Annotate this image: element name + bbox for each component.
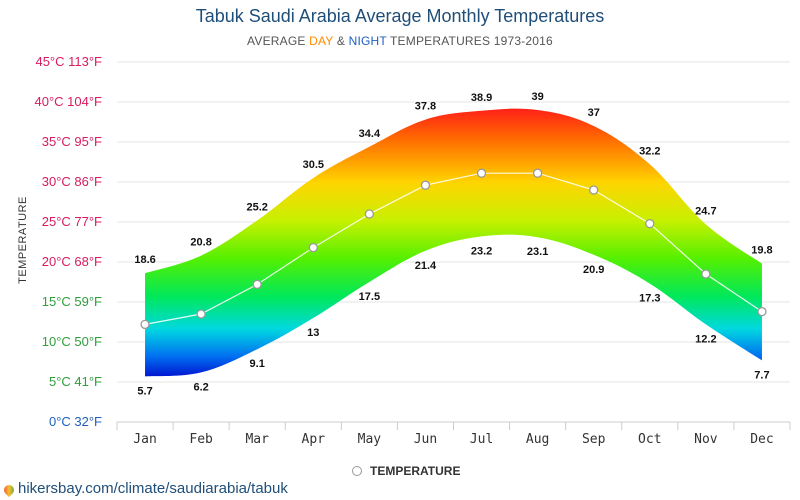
y-axis: 0°C 32°F 5°C 41°F 10°C 50°F 15°C 59°F 20°C 6… [35, 54, 103, 429]
source-link[interactable]: hikersbay.com/climate/saudiarabia/tabuk [1, 480, 288, 497]
chart-title: Tabuk Saudi Arabia Average Monthly Tempe… [195, 6, 605, 26]
day-value-label: 20.8 [190, 237, 211, 249]
day-value-label: 37.8 [415, 101, 436, 113]
x-tick-label: May [358, 432, 382, 447]
y-tick-label: 20°C 68°F [42, 254, 102, 269]
night-value-label: 23.1 [527, 246, 548, 258]
average-point[interactable] [476, 168, 487, 178]
legend-label: TEMPERATURE [370, 464, 461, 478]
x-tick-label: Mar [245, 432, 269, 447]
y-tick-label: 35°C 95°F [42, 134, 102, 149]
y-tick-label: 30°C 86°F [42, 174, 102, 189]
x-tick-label: Oct [638, 432, 661, 447]
chart-subtitle: AVERAGE DAY & NIGHT TEMPERATURES 1973-20… [0, 34, 800, 48]
night-value-label: 20.9 [583, 264, 604, 276]
night-value-label: 6.2 [193, 381, 208, 393]
day-value-label: 18.6 [134, 254, 155, 266]
night-value-label: 17.5 [359, 291, 380, 303]
day-value-label: 32.2 [639, 145, 660, 157]
x-axis: Jan Feb Mar Apr May Jun Jul Aug Sep Oct Nov Dec [116, 421, 791, 447]
x-tick-label: Jun [414, 432, 437, 447]
average-point[interactable] [701, 269, 711, 279]
subtitle-suffix: TEMPERATURES 1973-2016 [386, 34, 553, 48]
day-value-label: 30.5 [303, 159, 324, 171]
average-point[interactable] [196, 309, 206, 319]
y-tick-label: 25°C 77°F [42, 214, 102, 229]
x-tick-label: Feb [189, 432, 213, 447]
night-value-label: 12.2 [695, 333, 716, 345]
y-tick-label: 40°C 104°F [35, 94, 103, 109]
day-value-label: 38.9 [471, 92, 492, 104]
day-value-label: 24.7 [695, 205, 716, 217]
average-temperature-line [144, 172, 763, 325]
average-point[interactable] [645, 218, 655, 229]
y-tick-label: 45°C 113°F [35, 54, 102, 69]
night-value-label: 7.7 [754, 369, 769, 381]
y-tick-label: 5°C 41°F [49, 374, 102, 389]
y-tick-label: 15°C 59°F [42, 294, 102, 309]
subtitle-day: DAY [309, 34, 334, 48]
day-value-label: 25.2 [246, 201, 267, 213]
x-tick-label: Nov [694, 432, 718, 447]
legend-marker-icon [352, 466, 362, 476]
night-value-label: 17.3 [639, 293, 660, 305]
y-axis-title: TEMPERATURE [17, 196, 29, 284]
average-point[interactable] [308, 242, 318, 253]
average-point[interactable] [589, 185, 599, 195]
average-point[interactable] [140, 319, 150, 330]
average-point[interactable] [532, 168, 543, 178]
average-line [140, 168, 767, 330]
day-value-label: 37 [588, 107, 600, 119]
y-tick-label: 10°C 50°F [42, 334, 102, 349]
x-tick-label: Sep [582, 432, 606, 447]
night-value-label: 9.1 [250, 358, 265, 370]
night-value-label: 23.2 [471, 245, 492, 257]
night-value-label: 21.4 [415, 260, 437, 272]
night-value-label: 13 [307, 327, 319, 339]
subtitle-night: NIGHT [348, 34, 387, 48]
x-tick-label: Apr [302, 432, 326, 447]
source-text: hikersbay.com/climate/saudiarabia/tabuk [18, 480, 288, 497]
night-value-label: 5.7 [137, 385, 152, 397]
subtitle-prefix: AVERAGE [247, 34, 310, 48]
day-value-label: 39 [532, 91, 544, 103]
average-point[interactable] [420, 180, 431, 190]
x-tick-label: Jan [133, 432, 156, 447]
subtitle-middle: & [333, 34, 349, 48]
day-night-band [145, 108, 762, 377]
day-value-label: 34.4 [359, 128, 381, 140]
day-value-label: 19.8 [751, 245, 772, 257]
x-tick-label: Aug [526, 432, 549, 447]
temperature-band [145, 108, 762, 377]
x-tick-label: Jul [470, 432, 493, 447]
map-pin-icon [1, 482, 17, 497]
average-point[interactable] [252, 279, 262, 290]
data-labels: 18.6 20.8 25.2 30.5 34.4 37.8 38.9 39 37 32.2 24.7… [134, 91, 772, 397]
average-point[interactable] [364, 209, 375, 219]
average-point[interactable] [757, 306, 767, 317]
x-tick-label: Dec [750, 432, 773, 447]
y-tick-label: 0°C 32°F [49, 414, 102, 429]
legend[interactable]: TEMPERATURE [352, 464, 460, 478]
